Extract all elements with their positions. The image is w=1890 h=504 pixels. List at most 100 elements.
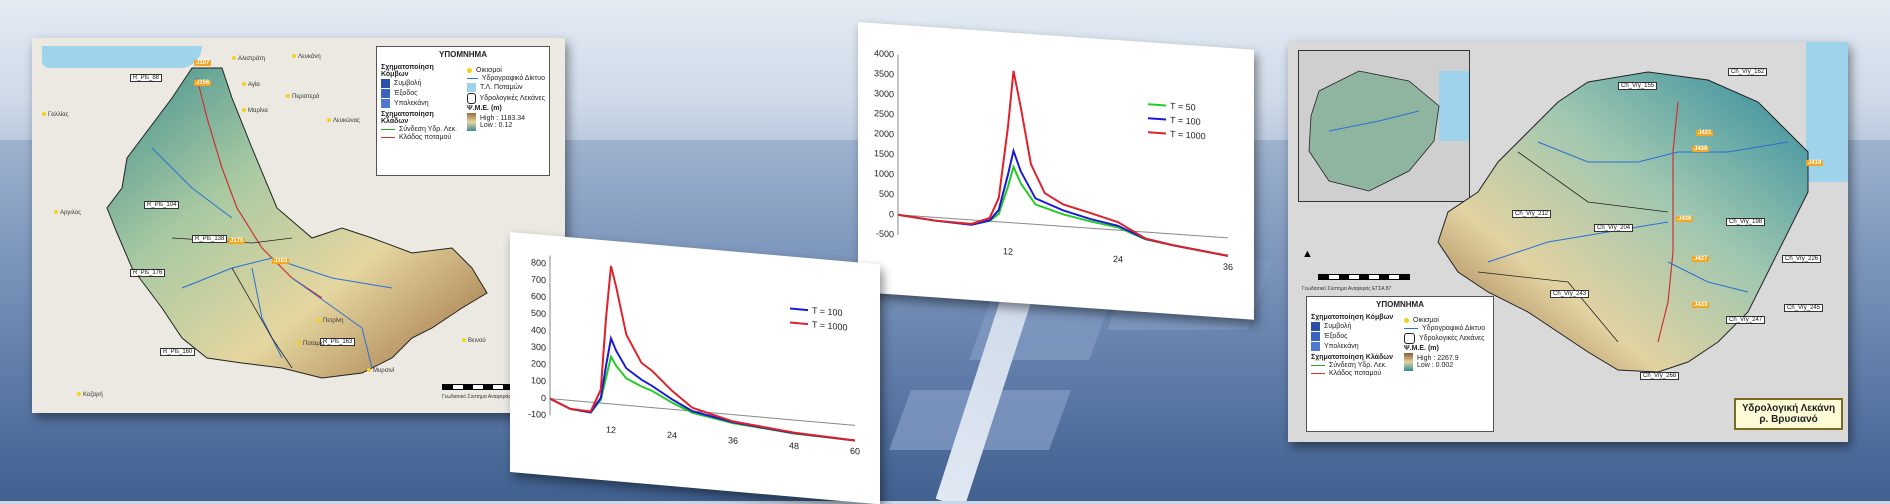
map-label: Ch_Vry_204 [1594,224,1634,232]
legend-label: T = 100 [1170,115,1201,127]
map-right-card: Ch_Vry_155 Ch_Vry_162 Ch_Vry_212 Ch_Vry_… [1288,42,1848,442]
map-label: R_Pls_138 [192,235,228,243]
y-tick-label: -100 [528,409,546,421]
y-tick-label: 200 [531,358,546,369]
dem-ramp-icon [467,113,476,131]
map-label: Ch_Vry_212 [1512,210,1552,218]
map-right-legend: ΥΠΟΜΝΗΜΑ Σχηματοποίηση Κόμβων Συμβολή Έξ… [1306,296,1494,432]
legend-label: T = 1000 [1170,129,1206,141]
y-tick-label: 2500 [874,108,894,119]
legend-dem: Ψ.Μ.Ε. (m) [467,105,502,112]
legend-title: ΥΠΟΜΝΗΜΑ [439,50,487,59]
settlement: Λευκάνη [292,54,321,60]
y-tick-label: 500 [531,308,546,319]
node-badge: J421 [1696,130,1714,136]
river-branch-line-icon [381,137,395,138]
junction-icon [381,79,390,88]
y-tick-label: 300 [531,341,546,352]
north-arrow-icon: ▲ [1302,248,1313,260]
river-branch-line-icon [1311,373,1325,374]
legend-junction: Συμβολή [1324,323,1352,330]
node-badge: J107 [194,60,212,66]
outlet-icon [1311,332,1320,341]
map-left-scale-note: Γεωδαιτικό Σύστημα Αναφοράς ΕΓΣΑ 87 [442,394,532,400]
series-line [897,147,1229,257]
junction-icon [1311,322,1320,331]
legend-outlet: Έξοδος [1324,333,1348,340]
settlement: Πετρίνη [317,318,343,324]
x-tick-label: 12 [606,424,616,435]
x-tick-label: 12 [1003,246,1013,257]
network-line-icon [1404,328,1418,329]
connection-line-icon [381,129,395,130]
y-tick-label: 3000 [874,88,894,99]
legend-connection: Σύνδεση Υδρ. Λεκ. [399,126,457,133]
settlement-icon [1404,318,1409,323]
y-tick-label: 0 [889,209,894,219]
network-line-icon [467,78,478,79]
map-label: Ch_Vry_198 [1726,218,1766,226]
y-tick-label: 2000 [874,128,894,139]
settlement: Μυρσινί [367,368,394,374]
legend-high: High : 1183.34 [480,115,526,122]
map-label: Ch_Vry_226 [1782,255,1822,263]
node-badge: J436 [1676,216,1694,222]
sea-area [1806,42,1848,182]
legend-network: Υδρογραφικό Δίκτυο [481,75,545,82]
settlement: Αλιστράτη [232,56,265,62]
legend-subbasin: Υπολεκάνη [1324,343,1359,350]
basin-outline-icon [1404,333,1415,344]
legend-lakes: Τ.Λ. Ποταμών [480,84,523,91]
map-left-basin [106,67,488,379]
settlement: Μαρίνα [242,108,268,114]
lake-icon [467,83,476,92]
node-badge: J433 [1692,302,1710,308]
map-right-title-line2: ρ. Βρυσιανό [1759,414,1818,425]
inset-map [1298,50,1470,202]
map-right-title-line1: Υδρολογική Λεκάνη [1742,403,1836,414]
sea-area [42,46,202,68]
legend-basins: Υδρολογικές Λεκάνες [1419,335,1485,342]
legend-swatch [1148,103,1166,107]
basin-outline-icon [467,93,476,104]
chart-top-svg: 4000 3500 3000 2500 2000 1500 1000 500 0 -500 12 24… [874,48,1233,273]
x-tick-label: 24 [667,430,677,441]
node-badge: J170 [228,238,246,244]
legend-dem: Ψ.Μ.Ε. (m) [1404,345,1439,352]
legend-label: T = 50 [1170,101,1196,113]
map-label: Ch_Vry_162 [1728,68,1768,76]
series-line [897,163,1229,257]
map-label: Ch_Vry_268 [1640,372,1680,380]
y-tick-label: -500 [876,228,894,239]
map-label: Ch_Vry_243 [1550,290,1590,298]
series-line [549,265,856,442]
y-tick-label: 4000 [874,48,894,59]
legend-branches-heading: Σχηματοποίηση Κλάδων [1311,354,1393,361]
legend-river-branch: Κλάδος ποταμού [1329,370,1382,377]
map-right-scale-note: Γεωδαιτικό Σύστημα Αναφοράς ΕΓΣΑ 87 [1302,286,1392,292]
subbasin-icon [381,99,390,108]
inset-sea [1439,71,1469,141]
y-tick-label: 1000 [874,168,894,179]
inset-basin [1308,70,1440,192]
map-label: R_Pls_88 [130,74,163,82]
map-label: Ch_Vry_245 [1784,304,1824,312]
x-tick-label: 36 [1223,262,1233,273]
y-tick-label: 600 [531,291,546,302]
node-badge: J419 [1806,160,1824,166]
x-tick-label: 60 [850,446,860,457]
settlement: Λευκώνας [327,118,360,124]
legend-branches-heading: Σχηματοποίηση Κλάδων [381,111,434,125]
legend-connection: Σύνδεση Υδρ. Λεκ. [1329,362,1387,369]
legend-swatch [790,307,808,312]
y-tick-label: 100 [531,375,546,386]
dem-ramp-icon [1404,353,1413,371]
map-right-title-box: Υδρολογική Λεκάνη ρ. Βρυσιανό [1734,398,1844,430]
y-tick-label: 1500 [874,148,894,159]
settlement: Αργιλος [54,210,81,216]
legend-label: T = 100 [812,305,843,318]
x-tick-label: 36 [728,435,738,446]
settlement: Βεινού [462,338,486,344]
legend-low: Low : 0.002 [1417,362,1454,369]
map-label: R_Pls_160 [160,348,196,356]
